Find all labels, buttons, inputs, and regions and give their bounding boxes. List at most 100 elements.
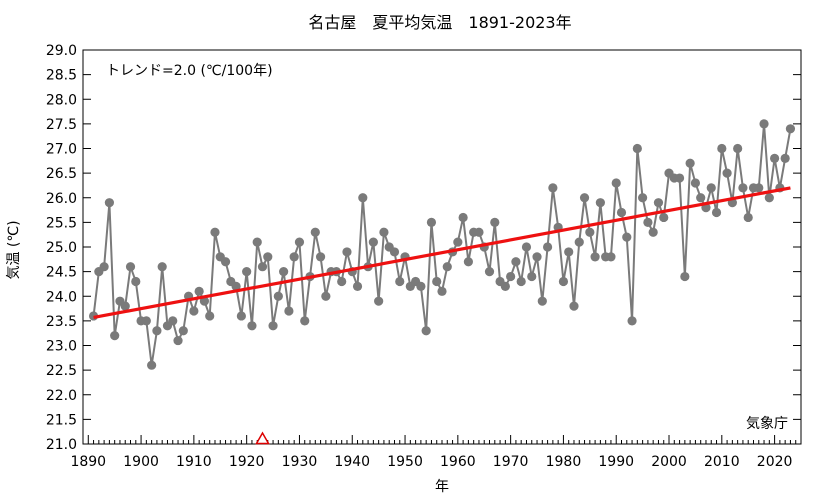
data-point [627, 316, 637, 326]
data-point [500, 281, 510, 291]
data-point [315, 252, 326, 262]
data-point [585, 227, 595, 237]
y-tick-label: 24.5 [46, 265, 77, 281]
source-label: 気象庁 [746, 416, 788, 432]
data-point [178, 326, 188, 336]
data-point [157, 262, 167, 272]
x-tick-label: 1890 [70, 454, 106, 470]
data-point [632, 143, 642, 154]
trend-line [93, 186, 791, 320]
x-tick-label: 1960 [440, 454, 476, 470]
data-point [706, 183, 716, 193]
y-tick-label: 25.0 [46, 240, 77, 256]
x-tick-label: 1920 [229, 454, 265, 470]
data-point [268, 321, 278, 331]
data-point [606, 252, 616, 262]
data-point [738, 183, 748, 193]
y-tick-label: 27.0 [46, 142, 77, 158]
x-tick-label: 2000 [651, 454, 687, 470]
y-tick-label: 21.0 [46, 437, 77, 453]
data-point [131, 276, 141, 287]
y-axis: 21.0 21.5 22.0 22.5 23.0 23.5 24.0 24.5 25.0 25.5… [46, 43, 801, 453]
data-point [300, 316, 310, 326]
y-tick-label: 23.5 [46, 314, 77, 330]
data-point [733, 143, 743, 154]
y-tick-label: 24.0 [46, 289, 77, 305]
x-tick-label: 1990 [598, 454, 634, 470]
data-point [490, 217, 500, 227]
data-point [220, 257, 231, 267]
data-point [532, 252, 542, 262]
data-point [168, 316, 178, 326]
x-tick-label: 2020 [757, 454, 793, 470]
data-point [717, 143, 727, 154]
data-point [342, 247, 352, 257]
data-point [616, 207, 627, 218]
data-point [416, 281, 426, 291]
data-point [759, 119, 769, 129]
data-point [516, 276, 526, 287]
data-point [247, 321, 257, 331]
data-point [426, 217, 437, 227]
data-point [120, 301, 130, 311]
x-tick-label: 1930 [282, 454, 318, 470]
y-tick-label: 22.5 [46, 363, 77, 379]
y-tick-label: 22.0 [46, 388, 77, 404]
data-point [374, 296, 384, 306]
data-point [395, 276, 405, 287]
x-tick-label: 1900 [123, 454, 159, 470]
data-point [638, 193, 648, 203]
data-point [379, 227, 389, 237]
y-axis-title: 気温 (℃) [6, 220, 22, 279]
data-point [442, 262, 452, 272]
chart-title: 名古屋 夏平均気温 1891-2023年 [308, 13, 571, 32]
x-tick-label: 2010 [704, 454, 740, 470]
data-point [125, 262, 136, 272]
data-point [458, 212, 468, 223]
data-point [252, 237, 262, 247]
data-point [754, 183, 764, 193]
data-point [690, 178, 701, 188]
data-point [263, 252, 273, 262]
data-point [210, 227, 220, 237]
y-tick-label: 29.0 [46, 43, 77, 59]
data-point [674, 173, 685, 183]
data-point [579, 193, 590, 203]
data-point [595, 198, 605, 208]
trend-annotation: トレンド=2.0 (℃/100年) [106, 63, 273, 79]
data-point [537, 296, 547, 306]
y-tick-label: 26.0 [46, 191, 77, 207]
data-point [722, 168, 732, 178]
data-point [590, 252, 600, 262]
x-axis: 1890 1900 1910 1920 1930 1940 1950 1960 1970 1980… [70, 435, 797, 470]
data-point [236, 311, 246, 321]
data-point [337, 276, 347, 287]
plot-frame [82, 49, 802, 445]
y-tick-label: 23.0 [46, 339, 77, 355]
x-tick-label: 1950 [387, 454, 423, 470]
data-point [764, 193, 774, 203]
data-point [358, 193, 368, 203]
data-point [189, 306, 199, 316]
data-point [194, 286, 204, 296]
trend-layer [93, 186, 791, 320]
data-point [99, 262, 109, 272]
series-line [92, 123, 792, 366]
data-point [743, 212, 753, 223]
series-layer [88, 119, 796, 370]
data-point [231, 281, 241, 291]
y-tick-label: 28.5 [46, 68, 77, 84]
data-point [474, 227, 484, 237]
data-point [273, 291, 283, 301]
data-point [696, 193, 706, 203]
data-point [321, 291, 331, 301]
data-point [368, 237, 378, 247]
data-point [110, 331, 120, 341]
data-point [548, 183, 558, 193]
x-tick-label: 1910 [176, 454, 212, 470]
data-point [294, 237, 305, 247]
data-point [611, 178, 621, 188]
data-point [152, 326, 162, 336]
data-point [785, 124, 796, 134]
